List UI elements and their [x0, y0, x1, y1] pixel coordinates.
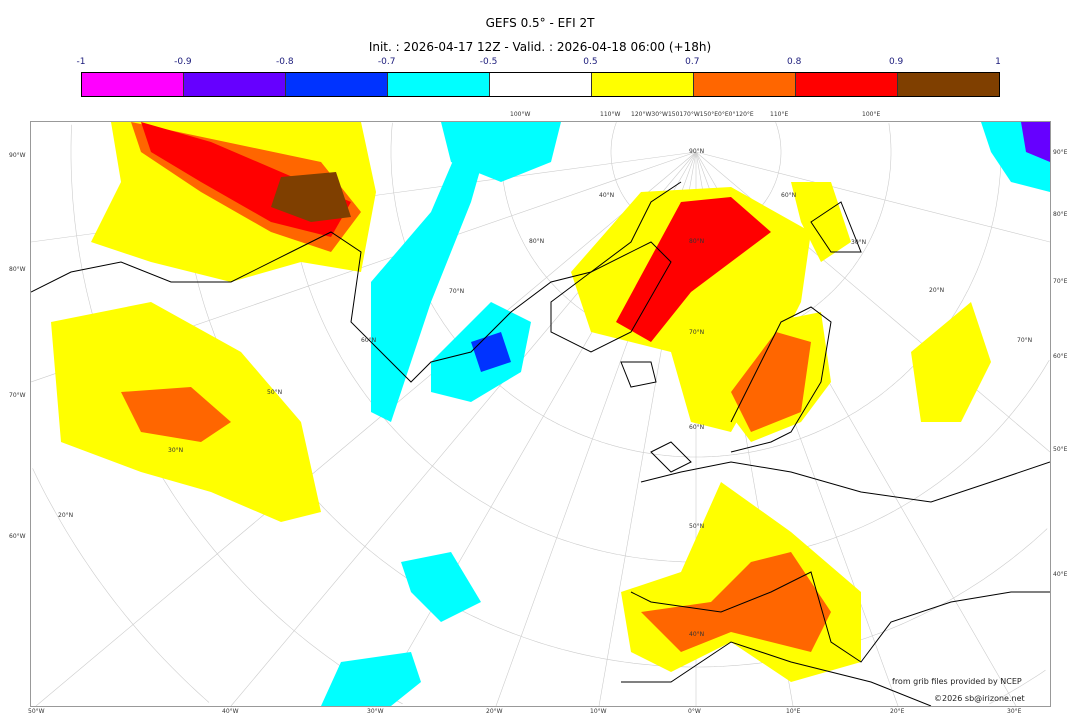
map-canvas: [31, 122, 1050, 706]
right-lon-label: 80°E: [1053, 211, 1068, 218]
top-lon-label: 110°E: [770, 111, 789, 118]
top-lon-label: 120°W30°W150170°W150°E0°E0°120°E: [631, 111, 754, 118]
map-panel: 90°N 80°N 70°N 60°N 50°N 40°N 30°N 20°N 80°N 70°N…: [30, 121, 1051, 707]
colorbar-segment: [694, 73, 796, 96]
left-lon-label: 90°W: [9, 152, 26, 159]
colorbar-tick-label: -0.5: [479, 57, 498, 67]
latitude-circle: [888, 123, 892, 152]
left-lon-label: 80°W: [9, 266, 26, 273]
bottom-lon-label: 30°E: [1007, 708, 1022, 715]
efi-field-cold: [321, 122, 1050, 706]
top-lon-label: 100°E: [862, 111, 881, 118]
lat-label: 90°N: [689, 148, 705, 155]
latitude-circle: [180, 124, 1048, 668]
cold-anomaly-arctic-cyan: [441, 122, 561, 182]
lat-circle-label: 30°N: [851, 239, 867, 246]
colorbar-tick-label: -0.9: [174, 57, 192, 67]
right-lon-label: 50°E: [1053, 446, 1068, 453]
lat-label: 20°N: [58, 512, 74, 519]
latitude-circle: [775, 122, 782, 152]
right-lon-label: 70°E: [1053, 278, 1068, 285]
figure-subtitle: Init. : 2026-04-17 12Z - Valid. : 2026-0…: [368, 40, 712, 54]
warm-anomaly-greenland-red: [616, 197, 771, 342]
lat-circle-label: 70°N: [449, 288, 465, 295]
lat-circle-label: 60°N: [781, 192, 797, 199]
bottom-lon-label: 50°W: [28, 708, 45, 715]
colorbar-segment: [388, 73, 490, 96]
colorbar-tick-label: 0.5: [583, 57, 598, 67]
colorbar-segment: [592, 73, 694, 96]
lat-circle-label: 60°N: [361, 337, 377, 344]
latitude-circle: [285, 123, 1050, 563]
lat-label: 50°N: [689, 523, 705, 530]
bottom-lon-label: 10°E: [786, 708, 801, 715]
top-lon-label: 100°W: [510, 111, 531, 118]
warm-anomaly-scandinavia-orange: [731, 332, 811, 432]
warm-anomaly-europe-orange: [641, 552, 831, 652]
cold-anomaly-south-cyan: [321, 652, 421, 706]
colorbar-tick-label: -0.8: [275, 57, 294, 67]
bottom-lon-label: 10°W: [590, 708, 607, 715]
lat-circle-label: 80°N: [529, 238, 545, 245]
lat-circle-label: 20°N: [929, 287, 945, 294]
latitude-circle: [32, 468, 210, 703]
colorbar-segment: [82, 73, 184, 96]
top-lon-label: 110°W: [600, 111, 621, 118]
latitude-circle: [989, 669, 1046, 705]
cold-anomaly-ocean-cyan: [401, 552, 481, 622]
colorbar-segment: [898, 73, 999, 96]
bottom-lon-label: 0°W: [688, 708, 701, 715]
lat-label: 30°N: [168, 447, 184, 454]
colorbar-tick-label: 0.8: [787, 57, 802, 67]
warm-anomaly-novaya-yellow: [791, 182, 851, 262]
colorbar-tick-label: 0.9: [888, 57, 904, 67]
bottom-lon-label: 20°E: [890, 708, 905, 715]
left-lon-label: 70°W: [9, 392, 26, 399]
cold-anomaly-ne-corner-purple: [1021, 122, 1050, 162]
left-lon-label: 60°W: [9, 533, 26, 540]
lat-circle-label: 50°N: [267, 389, 283, 396]
lat-label: 80°N: [689, 238, 705, 245]
coastlines: [31, 181, 1050, 706]
colorbar-segment: [490, 73, 592, 96]
colorbar-tick-label: 1: [995, 57, 1001, 67]
lat-label: 70°N: [689, 329, 705, 336]
colorbar-tick-label: -0.7: [377, 57, 396, 67]
bottom-lon-label: 40°W: [222, 708, 239, 715]
right-lon-label: 40°E: [1053, 571, 1068, 578]
warm-anomaly-russia-yellow: [911, 302, 991, 422]
warm-anomaly-canada-brown: [271, 172, 351, 222]
colorbar-segment: [184, 73, 286, 96]
data-source-credit: from grib files provided by NCEP: [892, 677, 1022, 686]
bottom-lon-label: 30°W: [367, 708, 384, 715]
colorbar: [81, 72, 1000, 97]
lat-label: 40°N: [689, 631, 705, 638]
colorbar-segment: [286, 73, 388, 96]
cold-anomaly-baffin-cyan: [371, 132, 491, 422]
figure-title: GEFS 0.5° - EFI 2T: [485, 16, 595, 30]
colorbar-tick-label: -1: [76, 57, 86, 67]
copyright-credit: ©2026 sb@irizone.net: [934, 694, 1025, 703]
right-lon-label: 90°E: [1053, 149, 1068, 156]
lat-circle-label: 70°N: [1017, 337, 1033, 344]
bottom-lon-label: 20°W: [486, 708, 503, 715]
colorbar-segment: [796, 73, 898, 96]
colorbar-tick-label: 0.7: [685, 57, 700, 67]
efi-field-warm: [51, 122, 991, 682]
right-lon-label: 60°E: [1053, 353, 1068, 360]
lat-label: 60°N: [689, 424, 705, 431]
lat-circle-label: 40°N: [599, 192, 615, 199]
warm-anomaly-atlantic-orange: [121, 387, 231, 442]
